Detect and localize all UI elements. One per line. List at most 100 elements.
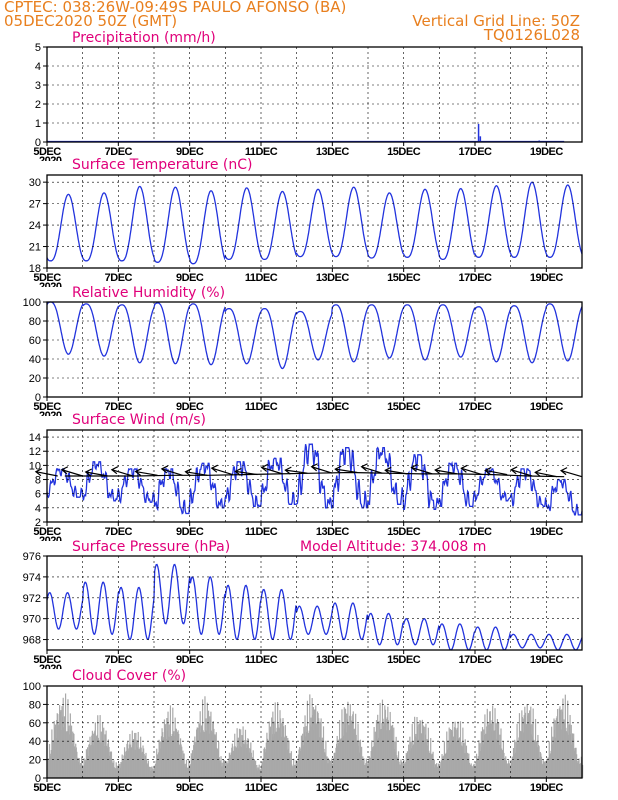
wind-arrow-head bbox=[234, 467, 242, 476]
panel-frame bbox=[46, 301, 583, 398]
wind-arrow bbox=[560, 470, 583, 478]
x-tick-label: 17DEC bbox=[459, 146, 493, 158]
x-tick-label: 9DEC bbox=[176, 146, 204, 158]
panel-frame bbox=[46, 555, 583, 651]
y-tick-label: 30 bbox=[29, 177, 41, 189]
series-line bbox=[46, 443, 583, 516]
x-tick-label: 5DEC bbox=[33, 272, 61, 284]
wind-arrow bbox=[261, 466, 283, 475]
y-tick-label: 100 bbox=[23, 681, 41, 693]
y-tick-label: 20 bbox=[29, 373, 41, 385]
y-tick-label: 2 bbox=[35, 517, 41, 529]
y-tick-label: 968 bbox=[23, 635, 41, 647]
panel-4: Surface Wind (m/s) 2 4 6 8 10 12 14 5DEC 7DEC 9DEC… bbox=[29, 412, 583, 547]
x-tick-label: 7DEC bbox=[105, 146, 133, 158]
y-tick-label: 0 bbox=[35, 773, 41, 785]
x-tick-label: 19DEC bbox=[530, 272, 564, 284]
panel-frame bbox=[46, 685, 583, 779]
wind-arrow-head bbox=[510, 466, 518, 475]
wind-arrow bbox=[535, 471, 558, 478]
x-tick-label: 5DEC bbox=[33, 526, 61, 538]
x-tick-label: 5DEC bbox=[33, 654, 61, 666]
y-tick-label: 970 bbox=[23, 614, 41, 626]
x-tick-label: 11DEC bbox=[245, 146, 278, 158]
panel-1: Precipitation (mm/h) 0 1 2 3 4 5 5DEC 7DEC 9DEC 11… bbox=[33, 30, 583, 167]
y-tick-label: 972 bbox=[23, 593, 41, 605]
header-code: TQ0126L028 bbox=[483, 26, 580, 44]
x-tick-label: 15DEC bbox=[387, 782, 421, 794]
wind-arrow bbox=[235, 470, 258, 476]
wind-arrow-head bbox=[110, 466, 119, 475]
x-tick-label: 7DEC bbox=[105, 526, 133, 538]
y-tick-label: 40 bbox=[29, 354, 41, 366]
x-tick-label: 15DEC bbox=[387, 526, 421, 538]
wind-arrow-head bbox=[160, 465, 169, 474]
wind-arrow-head bbox=[34, 468, 43, 477]
wind-arrow-head bbox=[334, 465, 342, 474]
x-tick-label: 19DEC bbox=[530, 654, 564, 666]
wind-arrow bbox=[485, 469, 508, 476]
y-tick-label: 1 bbox=[35, 118, 41, 130]
x-tick-label: 13DEC bbox=[316, 401, 350, 413]
x-tick-label: 15DEC bbox=[387, 401, 421, 413]
year-stub: 2020 bbox=[39, 663, 62, 675]
panel-frame bbox=[46, 46, 583, 143]
wind-arrow bbox=[185, 471, 208, 476]
panel-title: Cloud Cover (%) bbox=[72, 668, 186, 684]
y-tick-label: 0 bbox=[35, 137, 41, 149]
wind-arrow-head bbox=[284, 466, 292, 475]
x-tick-label: 9DEC bbox=[176, 526, 204, 538]
panel-title: Surface Pressure (hPa) bbox=[72, 539, 230, 555]
wind-arrow bbox=[85, 471, 108, 477]
x-tick-label: 9DEC bbox=[176, 272, 204, 284]
x-tick-label: 13DEC bbox=[316, 526, 350, 538]
y-tick-label: 14 bbox=[29, 432, 41, 444]
wind-arrow bbox=[361, 466, 383, 474]
panel-title: Relative Humidity (%) bbox=[72, 285, 225, 301]
series-line bbox=[46, 301, 583, 370]
x-tick-label: 17DEC bbox=[459, 401, 493, 413]
x-tick-label: 5DEC bbox=[33, 146, 61, 158]
x-tick-label: 19DEC bbox=[530, 401, 564, 413]
wind-arrow-head bbox=[434, 466, 442, 475]
year-stub: 2020 bbox=[39, 155, 62, 167]
year-stub: 2020 bbox=[39, 410, 62, 422]
wind-arrow-head bbox=[184, 468, 192, 477]
wind-arrow bbox=[335, 468, 358, 474]
x-tick-label: 13DEC bbox=[316, 654, 350, 666]
y-tick-label: 40 bbox=[29, 736, 41, 748]
x-tick-label: 11DEC bbox=[245, 526, 278, 538]
x-tick-label: 15DEC bbox=[387, 272, 421, 284]
panel-3: Relative Humidity (%) 0 20 40 60 80 100 5DEC 7DE… bbox=[23, 285, 583, 422]
y-tick-label: 5 bbox=[35, 42, 41, 54]
wind-arrow bbox=[135, 470, 158, 476]
series-line bbox=[46, 563, 583, 651]
panel-frame bbox=[46, 174, 583, 269]
wind-arrow-head bbox=[559, 467, 568, 476]
wind-arrow-head bbox=[534, 468, 542, 477]
panel-title: Surface Wind (m/s) bbox=[72, 412, 206, 428]
x-tick-label: 13DEC bbox=[316, 782, 350, 794]
x-tick-label: 19DEC bbox=[530, 782, 564, 794]
wind-arrow-head bbox=[360, 463, 368, 472]
wind-arrow bbox=[111, 469, 133, 477]
x-tick-label: 11DEC bbox=[245, 654, 278, 666]
x-tick-label: 15DEC bbox=[387, 146, 421, 158]
x-tick-label: 15DEC bbox=[387, 654, 421, 666]
x-tick-label: 5DEC bbox=[33, 401, 61, 413]
wind-arrow bbox=[411, 466, 433, 475]
x-tick-label: 7DEC bbox=[105, 782, 133, 794]
y-tick-label: 80 bbox=[29, 699, 41, 711]
x-tick-label: 17DEC bbox=[459, 782, 493, 794]
wind-arrow-head bbox=[310, 463, 318, 472]
x-tick-label: 13DEC bbox=[316, 272, 350, 284]
x-tick-label: 9DEC bbox=[176, 401, 204, 413]
panel-frame bbox=[46, 429, 583, 523]
y-tick-label: 20 bbox=[29, 755, 41, 767]
y-tick-label: 3 bbox=[35, 80, 41, 92]
wind-arrow bbox=[461, 467, 483, 476]
wind-arrow bbox=[511, 469, 533, 477]
wind-arrow-head bbox=[60, 466, 69, 475]
x-tick-label: 17DEC bbox=[459, 272, 493, 284]
y-tick-label: 27 bbox=[29, 199, 41, 211]
